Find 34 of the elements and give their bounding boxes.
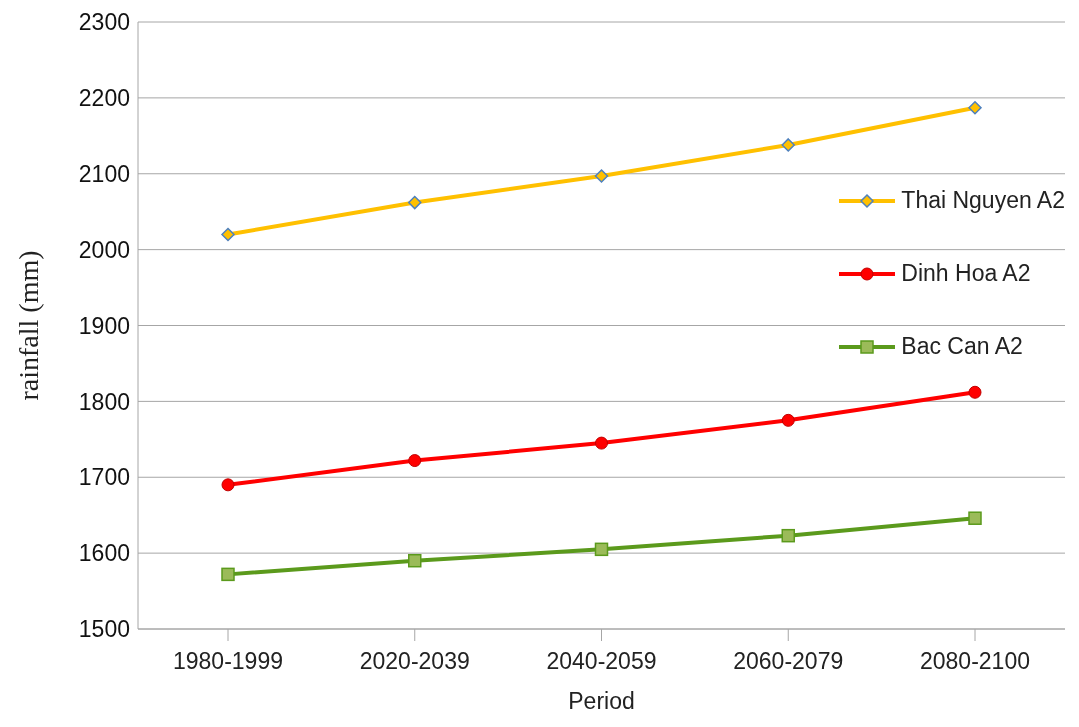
point — [968, 100, 982, 115]
x-axis-title: Period — [568, 688, 635, 714]
x-tick-label: 1980-1999 — [173, 648, 283, 675]
point — [408, 454, 422, 468]
point — [221, 567, 235, 582]
x-tick-label: 2040-2059 — [546, 648, 657, 675]
y-tick-label: 2100 — [78, 160, 130, 187]
point — [781, 528, 795, 543]
legend-label: Thai Nguyen A2 — [901, 187, 1065, 214]
point — [408, 195, 422, 210]
point — [968, 385, 982, 399]
point — [968, 511, 982, 525]
point — [781, 413, 795, 427]
point — [594, 169, 609, 183]
point — [408, 553, 422, 568]
y-tick-label: 2000 — [78, 236, 130, 263]
point — [594, 542, 609, 557]
y-tick-label: 1700 — [78, 464, 130, 491]
x-tick-label: 2020-2039 — [359, 648, 470, 675]
x-tick-label: 2060-2079 — [733, 648, 844, 675]
point — [221, 227, 235, 242]
legend-label: Dinh Hoa A2 — [901, 260, 1031, 287]
point — [221, 478, 235, 492]
y-tick-label: 1800 — [78, 388, 130, 415]
y-tick-label: 2300 — [78, 9, 130, 36]
y-axis-title: rainfall (mm) — [12, 250, 44, 401]
point — [781, 138, 795, 152]
legend-label: Bac Can A2 — [901, 333, 1023, 360]
point — [595, 436, 608, 450]
y-tick-label: 1500 — [78, 616, 130, 643]
y-tick-label: 1600 — [78, 540, 130, 567]
y-tick-label: 2200 — [78, 85, 130, 112]
y-tick-label: 1900 — [78, 312, 130, 339]
x-tick-label: 2080-2100 — [920, 648, 1030, 675]
